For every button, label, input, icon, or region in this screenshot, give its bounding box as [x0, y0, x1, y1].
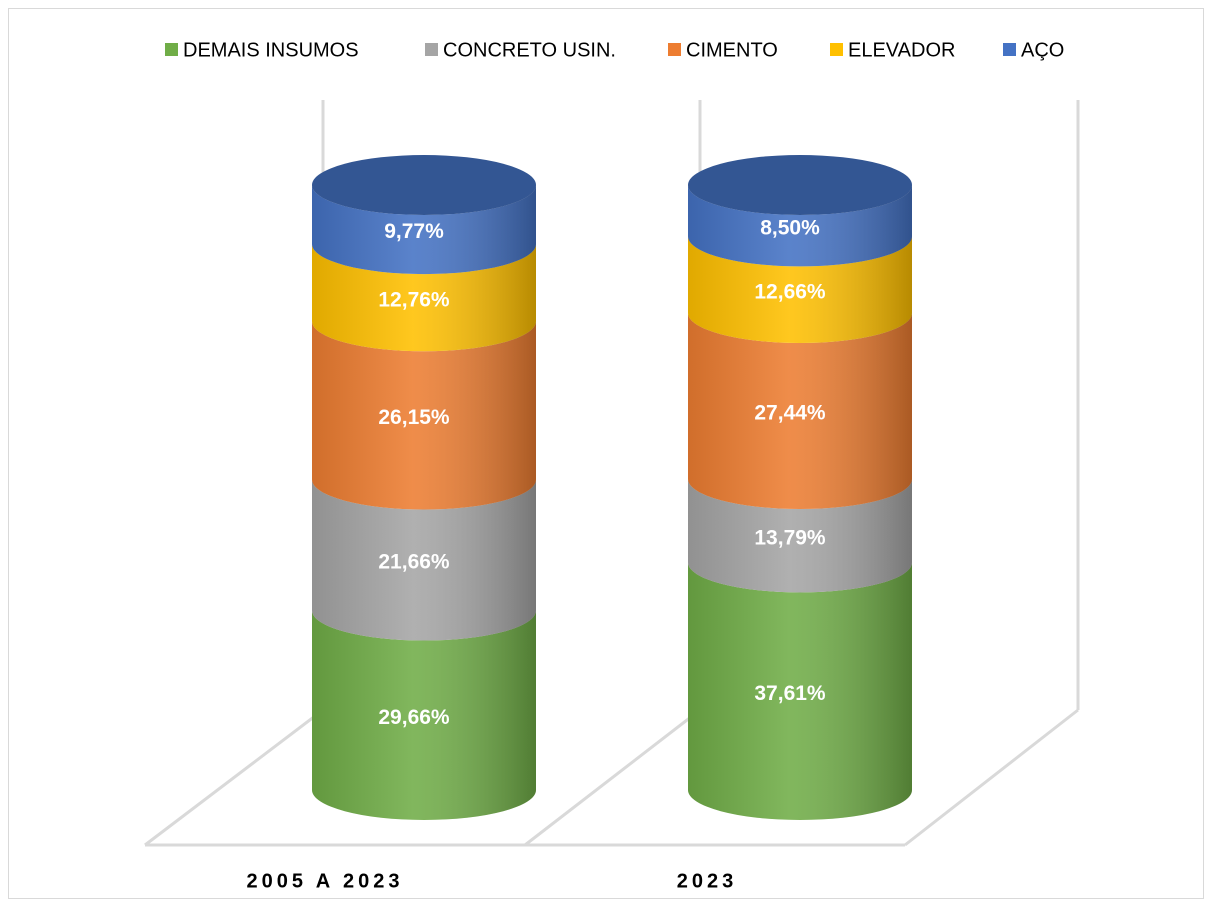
value-label: 8,50% — [760, 216, 820, 239]
cylinder-top — [688, 155, 912, 215]
legend-label: AÇO — [1021, 39, 1064, 61]
value-label: 27,44% — [754, 402, 826, 425]
legend-label: CONCRETO USIN. — [443, 39, 616, 61]
legend-swatch — [830, 43, 843, 56]
value-label: 37,61% — [754, 682, 826, 705]
value-label: 12,66% — [754, 280, 826, 303]
chart-border — [8, 8, 1204, 899]
legend-swatch — [668, 43, 681, 56]
cylinder-shading — [688, 185, 912, 820]
value-label: 29,66% — [378, 706, 450, 729]
legend-label: CIMENTO — [686, 39, 778, 61]
legend-swatch — [425, 43, 438, 56]
legend-label: DEMAIS INSUMOS — [183, 39, 359, 61]
cylinder-shading — [312, 185, 536, 820]
legend-label: ELEVADOR — [848, 39, 955, 61]
legend-swatch — [165, 43, 178, 56]
value-label: 9,77% — [384, 220, 444, 243]
x-tick-label: 2023 — [677, 870, 738, 892]
value-label: 21,66% — [378, 551, 450, 574]
legend-swatch — [1003, 43, 1016, 56]
value-label: 26,15% — [378, 406, 450, 429]
value-label: 13,79% — [754, 526, 826, 549]
cylinder-top — [312, 155, 536, 215]
value-label: 12,76% — [378, 288, 450, 311]
x-tick-label: 2005 A 2023 — [246, 870, 403, 892]
